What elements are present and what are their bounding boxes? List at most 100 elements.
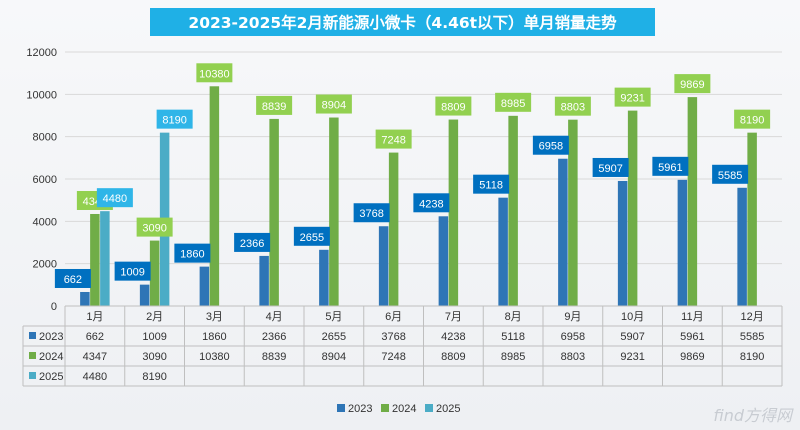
x-tick-label: 10月 <box>621 311 644 323</box>
bar-2023 <box>617 180 628 306</box>
data-label: 662 <box>64 274 82 286</box>
bar-2023 <box>259 255 269 306</box>
data-label: 8985 <box>501 98 525 110</box>
y-tick-label: 10000 <box>26 89 57 101</box>
table-cell: 1009 <box>142 331 166 343</box>
bar-2023 <box>677 179 688 306</box>
bar-2024 <box>568 119 578 306</box>
x-tick-label: 7月 <box>445 311 462 323</box>
chart-title: 2023-2025年2月新能源小微卡（4.46t以下）单月销量走势 <box>188 14 617 32</box>
bar-2023 <box>378 226 389 306</box>
x-tick-label: 1月 <box>86 311 103 323</box>
bar-2023 <box>80 291 90 306</box>
data-label: 8190 <box>740 115 764 127</box>
bar-2024 <box>448 119 459 306</box>
table-cell: 4480 <box>83 371 107 383</box>
data-label-box <box>674 74 711 94</box>
table-series-name: 2025 <box>39 371 63 383</box>
data-label-box <box>495 92 532 112</box>
table-cell: 2655 <box>322 331 346 343</box>
data-label-box <box>114 261 151 281</box>
watermark-logo: find方得网 <box>713 406 792 425</box>
data-label: 5585 <box>718 170 742 182</box>
bar-2023 <box>558 158 568 306</box>
legend-key-2023 <box>337 404 345 412</box>
data-label: 3768 <box>359 208 383 220</box>
data-label-box <box>435 96 472 116</box>
legend-label: 2023 <box>348 403 372 415</box>
table-cell: 5118 <box>501 331 525 343</box>
y-tick-label: 8000 <box>33 132 57 144</box>
data-label-box <box>256 95 293 115</box>
table-cell: 9231 <box>620 351 644 363</box>
data-label: 7248 <box>381 135 405 147</box>
bar-2023 <box>737 187 747 306</box>
data-label: 9231 <box>620 93 644 105</box>
bar-2023 <box>199 266 210 306</box>
bar-2024 <box>627 110 638 306</box>
data-label: 3090 <box>142 223 166 235</box>
y-tick-label: 6000 <box>33 174 57 186</box>
data-label: 4238 <box>419 198 443 210</box>
bar-2024 <box>269 118 279 306</box>
data-label: 1009 <box>120 267 144 279</box>
data-label-box <box>174 243 211 263</box>
data-label: 10380 <box>199 68 230 80</box>
data-label: 5907 <box>598 163 622 175</box>
x-tick-label: 6月 <box>385 311 402 323</box>
x-tick-label: 5月 <box>325 311 342 323</box>
data-label: 1860 <box>180 249 204 261</box>
data-label: 2655 <box>300 232 324 244</box>
table-cell: 5907 <box>620 331 644 343</box>
table-legend-key <box>29 352 36 359</box>
table-legend-key <box>29 372 36 379</box>
bar-2024 <box>329 117 339 306</box>
table-legend-key <box>29 332 36 339</box>
table-cell: 8809 <box>441 351 465 363</box>
y-tick-label: 12000 <box>26 47 57 59</box>
data-label-box <box>652 156 689 176</box>
table-cell: 8190 <box>142 371 166 383</box>
x-tick-label: 9月 <box>564 311 581 323</box>
data-label-box <box>54 268 91 288</box>
title-band: 2023-2025年2月新能源小微卡（4.46t以下）单月销量走势 <box>150 8 655 36</box>
data-label-box <box>315 94 352 114</box>
table-cell: 4347 <box>83 351 107 363</box>
data-label-box <box>592 157 629 177</box>
data-label-box <box>554 96 591 116</box>
data-label: 8904 <box>322 100 346 112</box>
bar-2024 <box>747 132 757 306</box>
legend-key-2024 <box>381 404 389 412</box>
legend-key-2025 <box>425 404 433 412</box>
bar-2023 <box>139 284 150 306</box>
y-tick-label: 4000 <box>33 216 57 228</box>
bar-2023 <box>319 249 329 306</box>
data-label: 8190 <box>162 115 186 127</box>
table-cell: 10380 <box>199 351 230 363</box>
data-label: 5118 <box>479 180 503 192</box>
data-label-box <box>234 232 271 252</box>
table-cell: 1860 <box>202 331 226 343</box>
data-label-box <box>712 164 749 184</box>
y-tick-label: 0 <box>51 301 57 313</box>
data-label-box <box>96 188 133 208</box>
x-tick-label: 11月 <box>681 311 703 323</box>
table-cell: 8839 <box>262 351 286 363</box>
x-tick-label: 2月 <box>146 311 163 323</box>
table-cell: 6958 <box>561 331 585 343</box>
x-tick-label: 8月 <box>505 311 522 323</box>
table-cell: 7248 <box>381 351 405 363</box>
table-cell: 4238 <box>441 331 465 343</box>
data-label: 5961 <box>658 162 682 174</box>
bar-2024 <box>508 115 518 306</box>
bar-2024 <box>90 213 100 306</box>
data-label: 8809 <box>441 102 465 114</box>
table-cell: 8985 <box>501 351 525 363</box>
data-label: 6958 <box>539 141 563 153</box>
table-cell: 8803 <box>561 351 585 363</box>
data-label-box <box>353 203 390 223</box>
data-label: 4480 <box>103 193 127 205</box>
bar-2024 <box>149 240 160 306</box>
table-series-name: 2024 <box>39 351 63 363</box>
